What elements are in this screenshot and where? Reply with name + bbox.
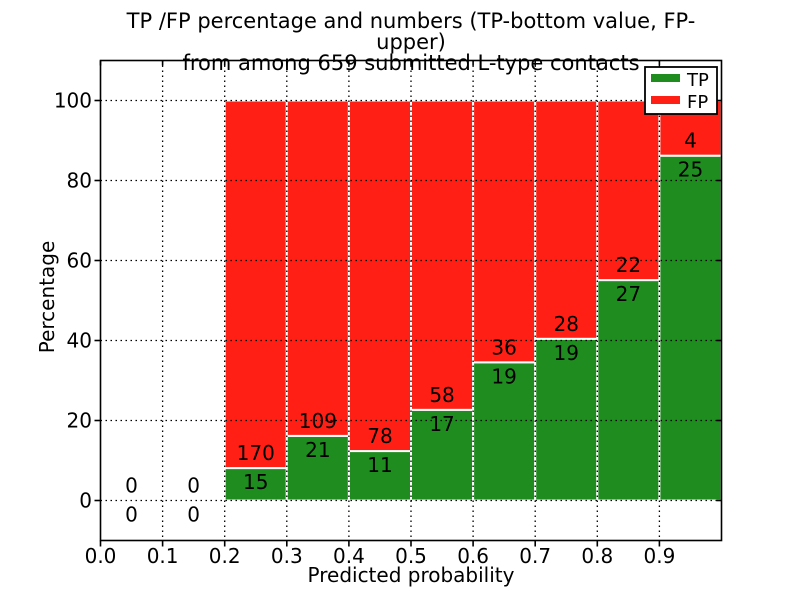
bar-annotation-tp: 0: [187, 503, 200, 527]
bar-annotation-fp: 78: [367, 424, 392, 448]
x-tick-label: 0.7: [519, 544, 551, 568]
bar-annotation-fp: 58: [429, 383, 454, 407]
tp-bar-segment: [285, 434, 350, 502]
fp-bar-segment: [472, 99, 537, 364]
chart-title-line2: from among 659 submitted L-type contacts: [182, 51, 640, 75]
bar-annotation-tp: 0: [125, 503, 138, 527]
legend-label-tp: TP: [686, 70, 709, 91]
chart-title: TP /FP percentage and numbers (TP-bottom…: [100, 11, 722, 74]
x-tick-label: 0.1: [147, 544, 179, 568]
bar-annotation-fp: 170: [237, 441, 275, 465]
x-tick-label: 0.2: [209, 544, 241, 568]
bar-annotation-tp: 15: [243, 470, 268, 494]
bar-annotation-fp: 28: [554, 312, 579, 336]
bar-annotation-fp: 109: [299, 409, 337, 433]
bar-annotation-tp: 17: [429, 412, 454, 436]
y-tick-label: 20: [67, 409, 92, 433]
tp-bar-segment: [596, 279, 661, 502]
bar-annotation-tp: 19: [491, 364, 516, 388]
legend-swatch-tp: [651, 74, 680, 82]
x-tick-label: 0.6: [457, 544, 489, 568]
x-tick-label: 0.4: [333, 544, 365, 568]
y-tick-label: 60: [67, 249, 92, 273]
fp-bar-segment: [347, 99, 412, 453]
bar-annotation-fp: 0: [187, 474, 200, 498]
y-axis-label: Percentage: [35, 240, 59, 354]
bar-annotation-fp: 0: [125, 474, 138, 498]
tp-bar-segment: [472, 361, 537, 502]
x-tick-label: 0.5: [395, 544, 427, 568]
fp-bar-segment: [285, 99, 350, 437]
bar-annotation-tp: 21: [305, 438, 330, 462]
bar-annotation-fp: 36: [491, 335, 516, 359]
x-tick-label: 0.3: [271, 544, 303, 568]
fp-bar-segment: [534, 99, 599, 340]
y-tick-label: 100: [54, 89, 92, 113]
legend-label-fp: FP: [687, 92, 708, 113]
tp-bar-segment: [534, 337, 599, 502]
y-tick-label: 80: [67, 169, 92, 193]
bar-annotation-fp: 4: [684, 129, 697, 153]
chart-title-line1: TP /FP percentage and numbers (TP-bottom…: [126, 9, 696, 54]
y-tick-label: 0: [79, 489, 92, 513]
fp-bar-segment: [223, 99, 288, 470]
bar-annotation-tp: 11: [367, 453, 392, 477]
tp-bar-segment: [658, 154, 723, 502]
x-tick-label: 0.8: [581, 544, 613, 568]
fp-bar-segment: [410, 99, 475, 411]
legend-swatch-fp: [651, 96, 680, 104]
x-tick-label: 0.0: [85, 544, 117, 568]
bar-annotation-fp: 22: [616, 253, 641, 277]
x-tick-label: 0.9: [643, 544, 675, 568]
y-tick-label: 40: [67, 329, 92, 353]
bar-annotation-tp: 27: [616, 282, 641, 306]
bar-annotation-tp: 19: [554, 341, 579, 365]
bar-annotation-tp: 25: [678, 158, 703, 182]
fp-bar-segment: [596, 99, 661, 282]
x-axis-label: Predicted probability: [307, 563, 515, 587]
